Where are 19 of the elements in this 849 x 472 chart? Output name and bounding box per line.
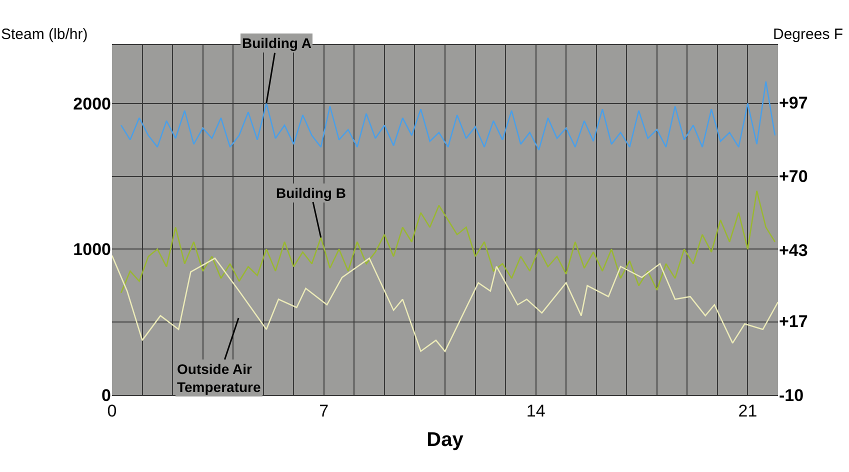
x-axis-title: Day bbox=[426, 428, 464, 451]
y2-tick-label: -10 bbox=[779, 386, 804, 405]
y2-tick-label: +43 bbox=[779, 241, 808, 260]
y-tick-label: 0 bbox=[102, 386, 111, 405]
x-tick-label: 7 bbox=[319, 401, 329, 420]
y-tick-label: 2000 bbox=[73, 94, 111, 114]
y2-tick-label: +70 bbox=[779, 167, 808, 186]
y-axis-title: Steam (lb/hr) bbox=[1, 26, 88, 43]
annotation: Building A bbox=[242, 35, 312, 51]
y2-axis-title: Degrees F bbox=[773, 26, 844, 43]
annotation: Building B bbox=[276, 185, 346, 201]
y-tick-label: 1000 bbox=[73, 240, 111, 260]
y2-tick-label: +17 bbox=[779, 312, 808, 332]
annotation: Outside Air Temperature bbox=[177, 361, 261, 396]
x-tick-label: 21 bbox=[738, 401, 758, 420]
y2-tick-label: +97 bbox=[779, 93, 808, 112]
x-tick-label: 14 bbox=[526, 401, 546, 420]
line-series bbox=[120, 80, 776, 151]
line-series bbox=[112, 254, 778, 352]
